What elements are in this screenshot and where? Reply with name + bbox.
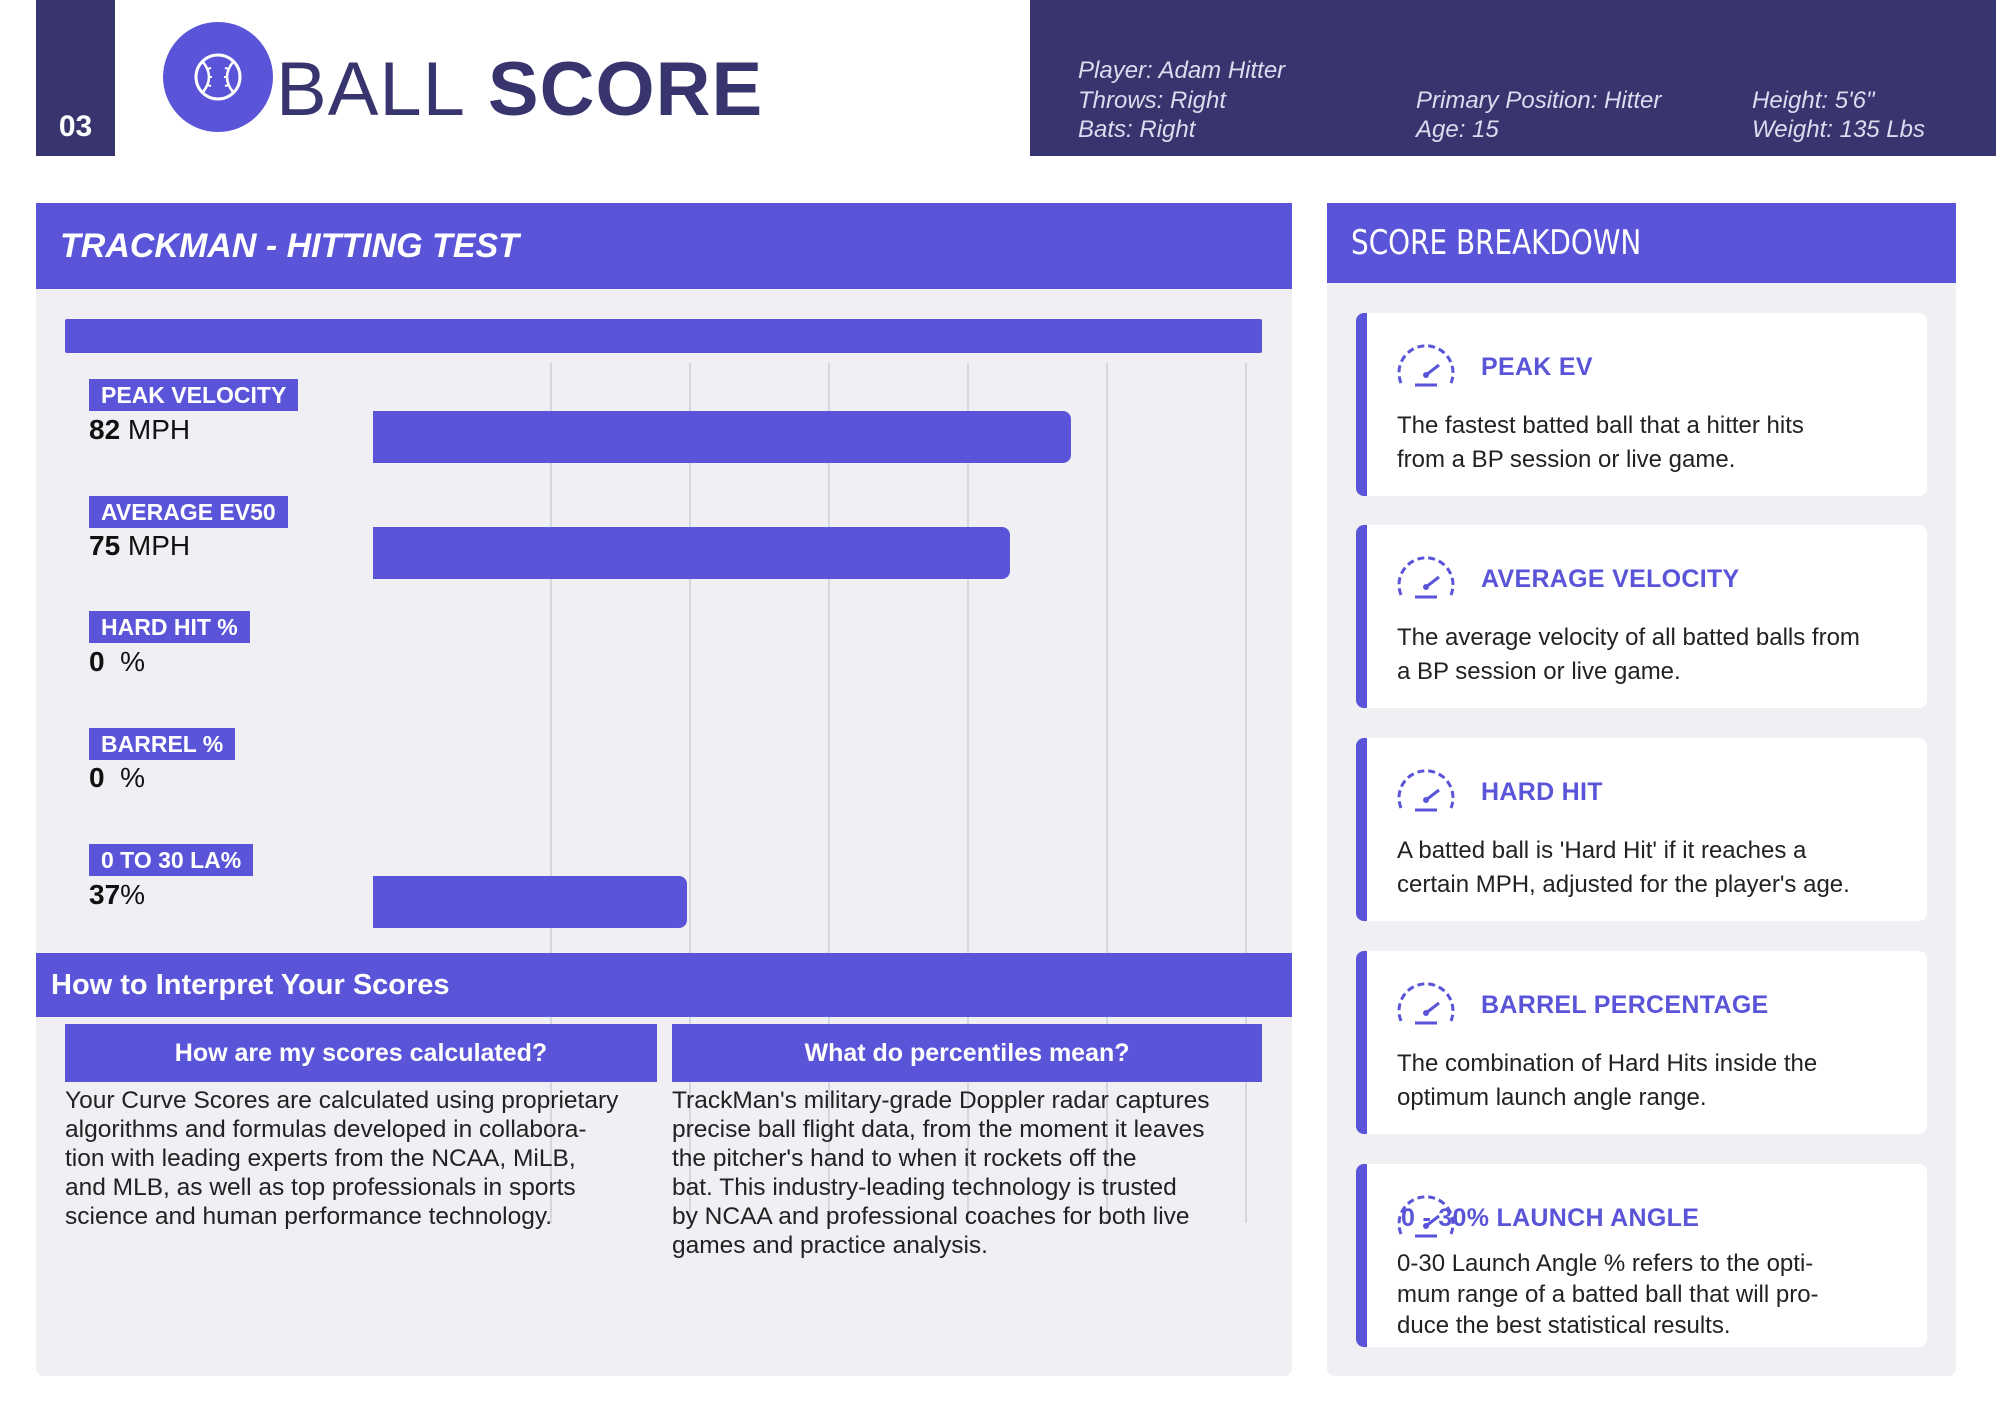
speedometer-icon [1397, 344, 1455, 387]
speedometer-icon [1397, 769, 1455, 812]
card-title: BARREL PERCENTAGE [1481, 991, 1769, 1019]
metric-value-barrel: 0 % [89, 762, 146, 793]
player-bats: Bats: Right [1078, 116, 1196, 143]
card-average-velocity: AVERAGE VELOCITY The average velocity of… [1356, 525, 1927, 708]
app-title: BALL SCORE [276, 44, 763, 134]
metric-value-hard-hit: 0 % [89, 646, 146, 677]
card-peak-ev: PEAK EV The fastest batted ball that a h… [1356, 313, 1927, 496]
page-number: 03 [36, 0, 115, 156]
gridline [1245, 363, 1247, 1223]
bar-peak-velocity [373, 411, 1071, 463]
card-description: The combination of Hard Hits inside the o… [1397, 1050, 1818, 1111]
trackman-title: TRACKMAN - HITTING TEST [36, 203, 1292, 289]
scores-calculated-text: Your Curve Scores are calculated using p… [65, 1087, 619, 1230]
metric-value-launch-angle: 37% [89, 879, 146, 910]
metric-value-average-ev50: 75 MPH [89, 530, 191, 561]
bar-average-ev50 [373, 527, 1010, 579]
player-position: Primary Position: Hitter [1416, 87, 1662, 114]
card-barrel-percentage: BARREL PERCENTAGE The combination of Har… [1356, 951, 1927, 1134]
chart-header-bar [65, 319, 1262, 353]
baseball-logo-icon [163, 22, 273, 132]
bar-launch-angle [373, 876, 687, 928]
metric-label-peak-velocity: PEAK VELOCITY [89, 379, 299, 411]
card-title: AVERAGE VELOCITY [1481, 565, 1740, 593]
metric-label-hard-hit: HARD HIT % [89, 611, 250, 643]
speedometer-icon [1397, 556, 1455, 599]
player-name: Player: Adam Hitter [1078, 57, 1286, 84]
card-launch-angle: 0 - 30% LAUNCH ANGLE 0-30 Launch Angle %… [1356, 1164, 1927, 1347]
card-description: A batted ball is 'Hard Hit' if it reache… [1397, 837, 1850, 898]
gridline [967, 363, 969, 1223]
percentiles-heading: What do percentiles mean? [672, 1024, 1262, 1082]
player-age: Age: 15 [1416, 116, 1499, 143]
interpret-title: How to Interpret Your Scores [36, 953, 1292, 1017]
metric-value-peak-velocity: 82 MPH [89, 414, 191, 445]
card-description: The fastest batted ball that a hitter hi… [1397, 412, 1804, 473]
player-height: Height: 5'6" [1752, 87, 1875, 114]
metric-label-launch-angle: 0 TO 30 LA% [89, 844, 254, 876]
metric-label-average-ev50: AVERAGE EV50 [89, 496, 288, 528]
score-breakdown-title: SCORE BREAKDOWN [1327, 203, 1956, 283]
speedometer-icon [1397, 1195, 1455, 1238]
player-info-band: Player: Adam Hitter Throws: Right Bats: … [1030, 0, 1996, 156]
gridline [550, 363, 552, 1223]
gridline [828, 363, 830, 1223]
card-title: 0 - 30% LAUNCH ANGLE [1401, 1204, 1700, 1232]
speedometer-icon [1397, 982, 1455, 1025]
gridline [689, 363, 691, 1223]
score-breakdown-panel: SCORE BREAKDOWN PEAK EV The fastest batt… [1327, 203, 1956, 1376]
percentiles-text: TrackMan's military-grade Doppler radar … [672, 1087, 1210, 1259]
player-weight: Weight: 135 Lbs [1752, 116, 1926, 143]
card-description: The average velocity of all batted balls… [1397, 624, 1860, 685]
trackman-panel: TRACKMAN - HITTING TEST PEAK VELOCITY 82… [36, 203, 1292, 1376]
card-title: PEAK EV [1481, 353, 1593, 381]
gridline [1106, 363, 1108, 1223]
title-ball: BALL [276, 46, 466, 132]
player-throws: Throws: Right [1078, 87, 1227, 114]
scores-calculated-heading: How are my scores calculated? [65, 1024, 657, 1082]
card-description: 0-30 Launch Angle % refers to the opti-m… [1397, 1250, 1819, 1339]
card-title: HARD HIT [1481, 778, 1603, 806]
metric-label-barrel: BARREL % [89, 728, 236, 760]
title-score: SCORE [487, 46, 764, 132]
card-hard-hit: HARD HIT A batted ball is 'Hard Hit' if … [1356, 738, 1927, 921]
